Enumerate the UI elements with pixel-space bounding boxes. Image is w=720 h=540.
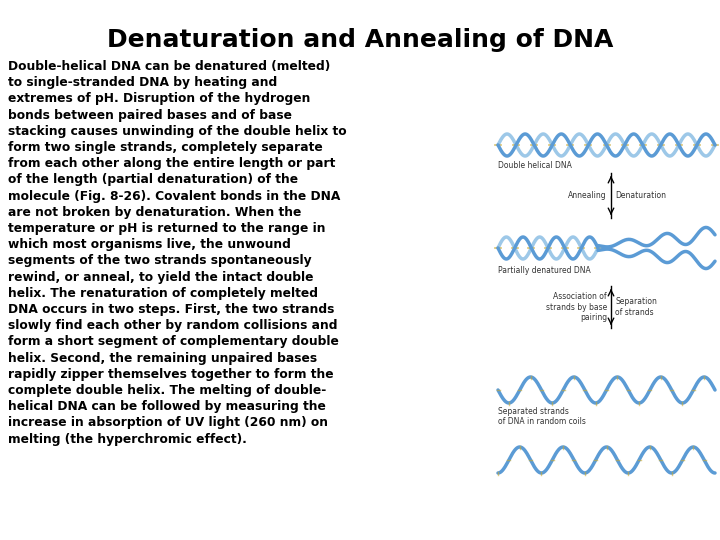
Text: Separation
of strands: Separation of strands [615,298,657,316]
Text: Denaturation and Annealing of DNA: Denaturation and Annealing of DNA [107,28,613,52]
Text: Partially denatured DNA: Partially denatured DNA [498,266,590,275]
Text: Annealing: Annealing [568,191,607,200]
Text: Double-helical DNA can be denatured (melted)
to single-stranded DNA by heating a: Double-helical DNA can be denatured (mel… [8,60,346,446]
Text: Separated strands
of DNA in random coils: Separated strands of DNA in random coils [498,407,586,427]
Text: Association of
strands by base
pairing: Association of strands by base pairing [546,292,607,322]
Text: Double helical DNA: Double helical DNA [498,161,572,170]
Text: Denaturation: Denaturation [615,191,666,200]
